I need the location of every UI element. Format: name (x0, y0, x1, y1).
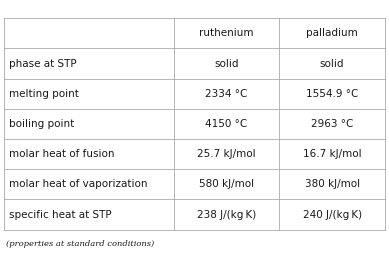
Text: ruthenium: ruthenium (199, 28, 254, 38)
Text: 25.7 kJ/mol: 25.7 kJ/mol (197, 149, 256, 159)
Text: palladium: palladium (306, 28, 358, 38)
Text: specific heat at STP: specific heat at STP (9, 210, 111, 220)
Text: phase at STP: phase at STP (9, 58, 76, 69)
Text: solid: solid (214, 58, 238, 69)
Text: (properties at standard conditions): (properties at standard conditions) (6, 240, 154, 248)
Text: 2963 °C: 2963 °C (311, 119, 353, 129)
Text: 580 kJ/mol: 580 kJ/mol (199, 179, 254, 189)
Text: boiling point: boiling point (9, 119, 74, 129)
Text: 4150 °C: 4150 °C (205, 119, 247, 129)
Text: 16.7 kJ/mol: 16.7 kJ/mol (303, 149, 361, 159)
Text: 1554.9 °C: 1554.9 °C (306, 89, 358, 99)
Text: melting point: melting point (9, 89, 79, 99)
Text: 380 kJ/mol: 380 kJ/mol (305, 179, 360, 189)
Text: 238 J/(kg K): 238 J/(kg K) (197, 210, 256, 220)
Text: molar heat of vaporization: molar heat of vaporization (9, 179, 147, 189)
Text: 240 J/(kg K): 240 J/(kg K) (303, 210, 362, 220)
Text: solid: solid (320, 58, 344, 69)
Text: 2334 °C: 2334 °C (205, 89, 247, 99)
Text: molar heat of fusion: molar heat of fusion (9, 149, 114, 159)
